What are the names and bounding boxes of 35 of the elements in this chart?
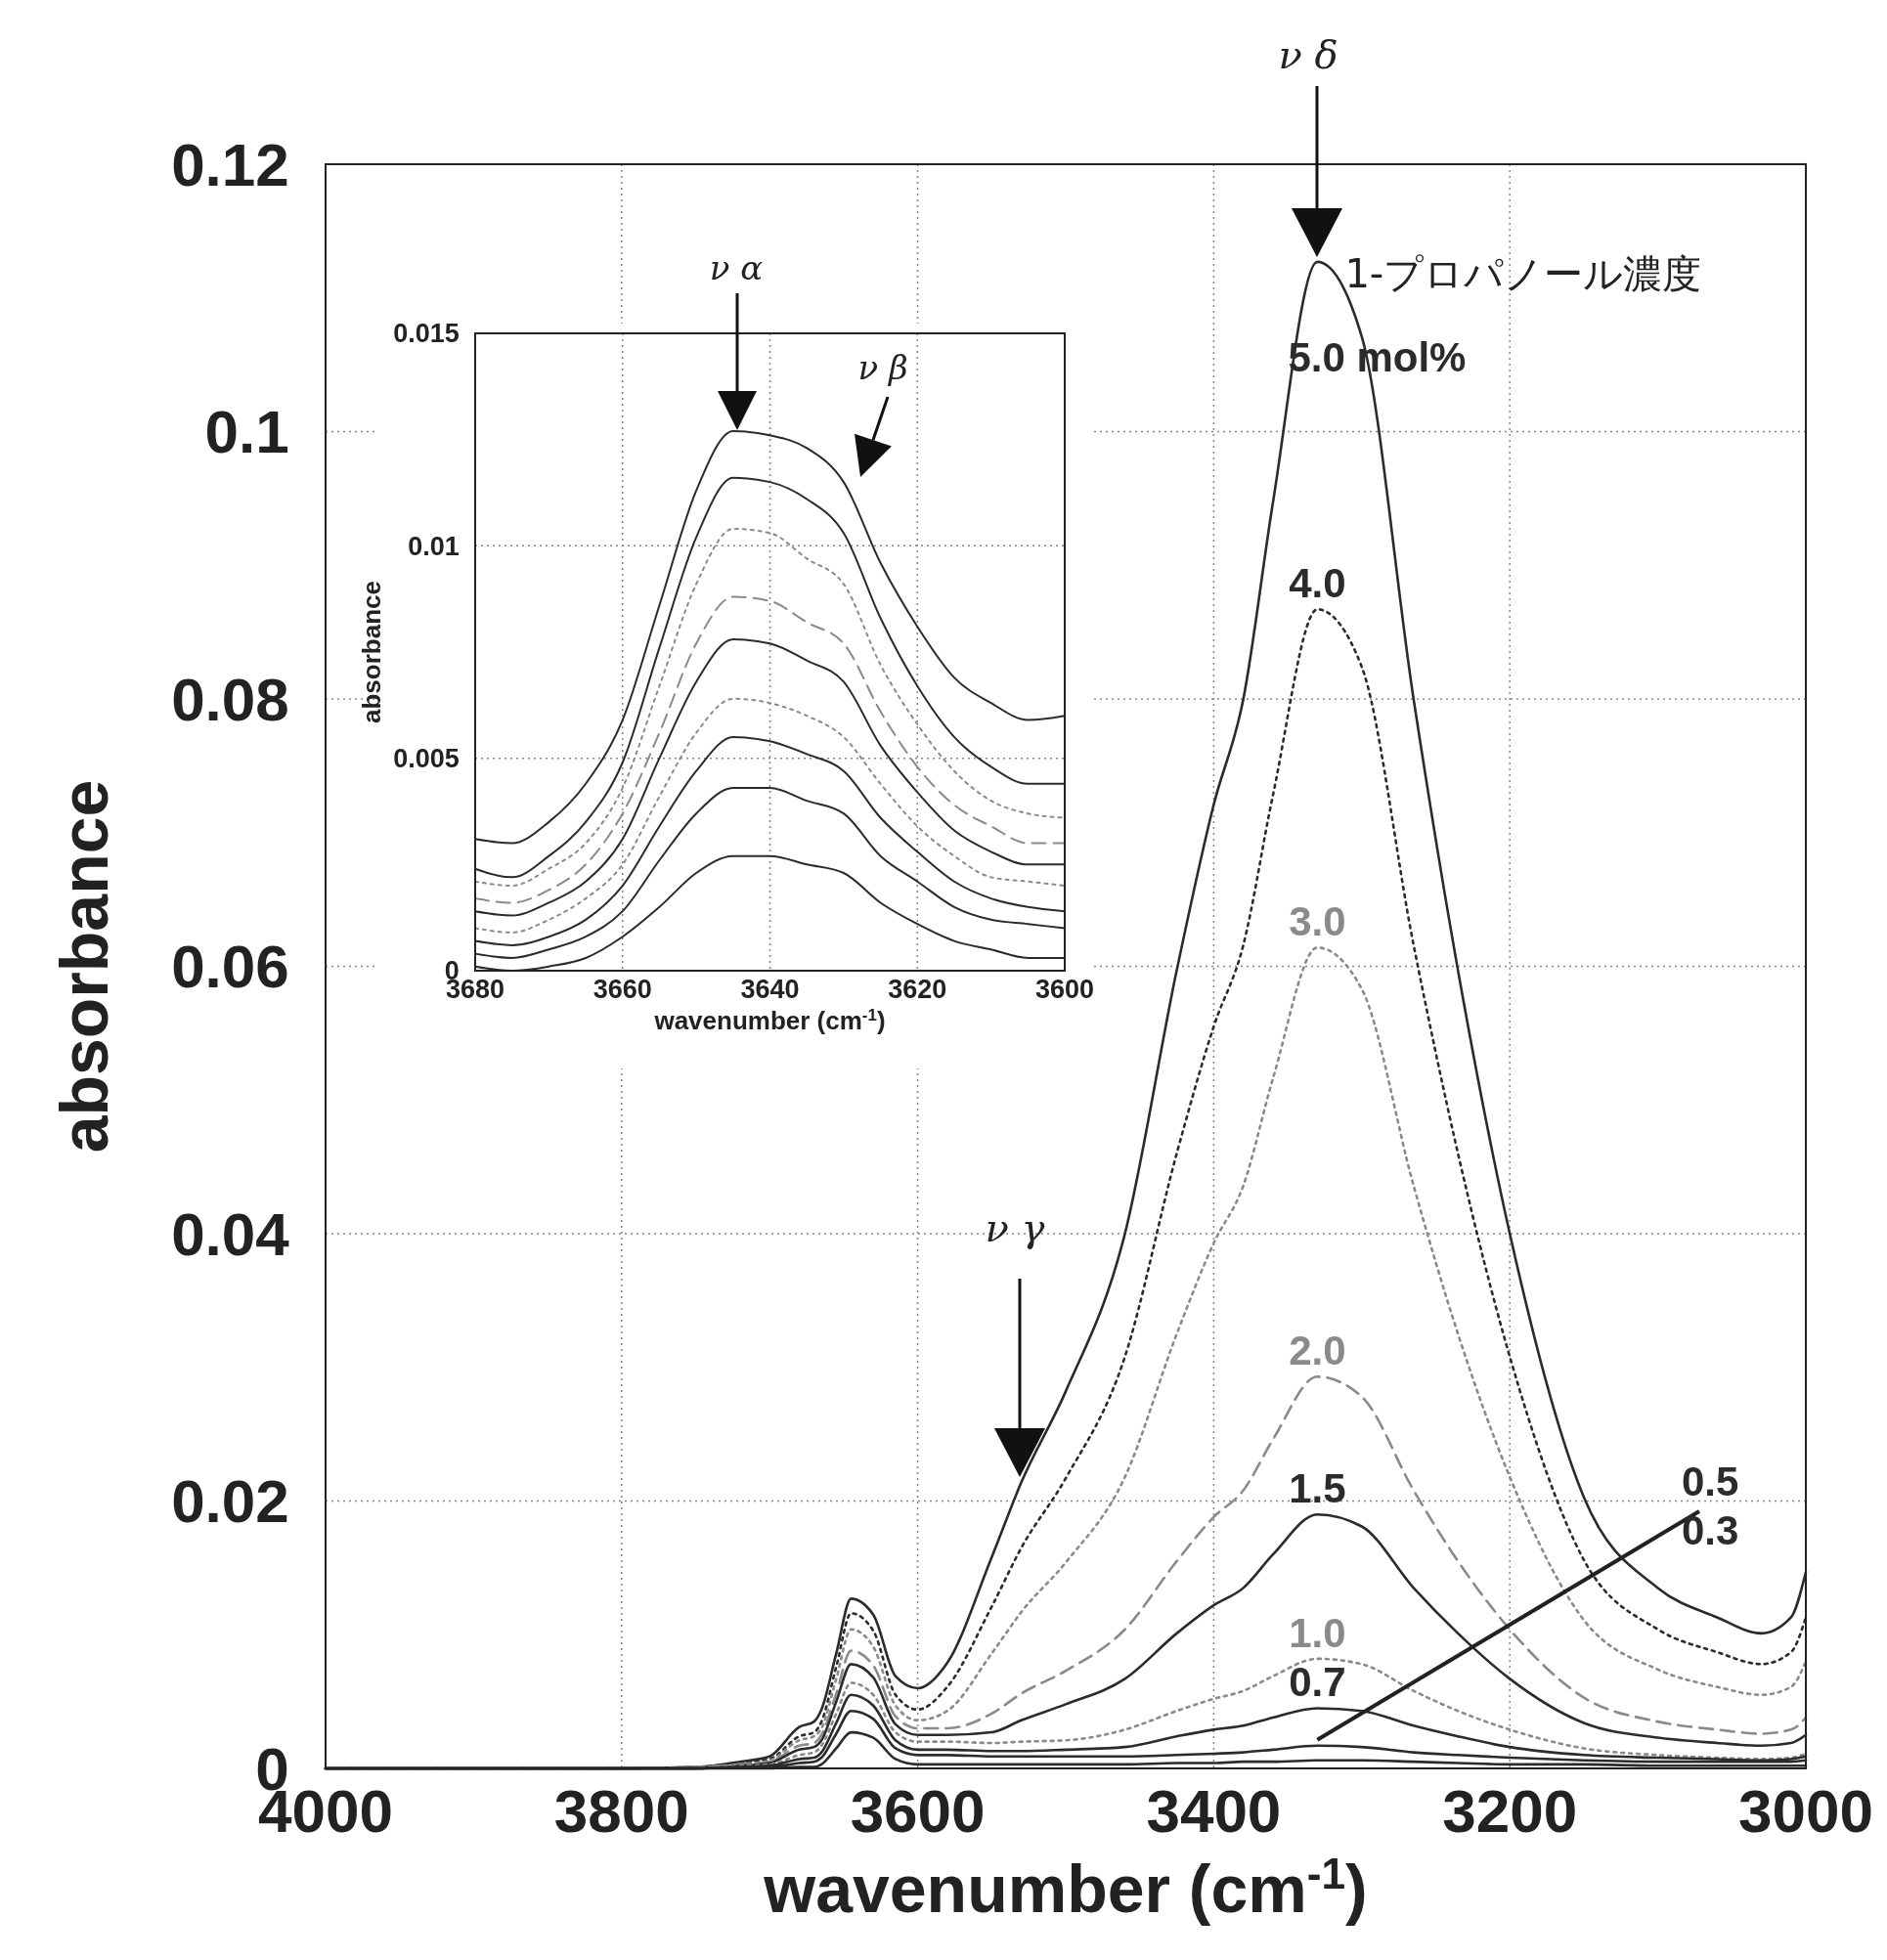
y-tick-label: 0.005 xyxy=(393,744,460,774)
y-tick-label: 0.02 xyxy=(171,1467,289,1536)
x-tick-label: 3800 xyxy=(553,1777,689,1846)
x-tick-label: 3200 xyxy=(1442,1777,1578,1846)
x-tick-label: 3600 xyxy=(1034,975,1095,1005)
y-tick-label: 0.01 xyxy=(408,531,460,561)
x-axis-title: wavenumber (cm$^{-1}$) xyxy=(763,1849,1368,1926)
series-label: 0.7 xyxy=(1289,1659,1346,1706)
text: ν δ xyxy=(1278,32,1338,77)
y-tick-label: 0.04 xyxy=(171,1199,290,1268)
x-tick-label: 3400 xyxy=(1146,1777,1282,1846)
x-tick-label: 3640 xyxy=(740,975,800,1005)
y-tick-label: 0.06 xyxy=(171,933,289,1001)
series-label: 1.5 xyxy=(1289,1465,1346,1512)
y-tick-label: 0.08 xyxy=(171,665,289,733)
series-label: 2.0 xyxy=(1289,1328,1346,1374)
x-tick-label: 3620 xyxy=(888,975,947,1005)
y-axis-title: absorbance xyxy=(356,581,386,723)
x-axis-title: wavenumber (cm$^{-1}$) xyxy=(653,1005,886,1035)
series-label: 3.0 xyxy=(1289,898,1346,945)
y-axis-title: absorbance xyxy=(46,779,121,1154)
x-tick-label: 3600 xyxy=(850,1777,986,1846)
text: 0.3 xyxy=(1682,1507,1739,1553)
annotation: 1-プロパノール濃度 xyxy=(1344,250,1702,296)
x-tick-label: 3660 xyxy=(592,975,652,1005)
text: 0.5 xyxy=(1682,1459,1739,1504)
y-tick-label: 0.1 xyxy=(204,398,289,466)
x-tick-label: 3000 xyxy=(1738,1777,1873,1846)
y-tick-label: 0.12 xyxy=(171,130,289,198)
y-tick-label: 0.015 xyxy=(393,319,460,349)
annotation: ν α xyxy=(709,248,764,287)
series-label: 4.0 xyxy=(1289,560,1346,607)
annotation: ν γ xyxy=(985,1205,1045,1250)
annotation: ν β xyxy=(857,348,908,387)
series-label: 1.0 xyxy=(1289,1609,1346,1656)
